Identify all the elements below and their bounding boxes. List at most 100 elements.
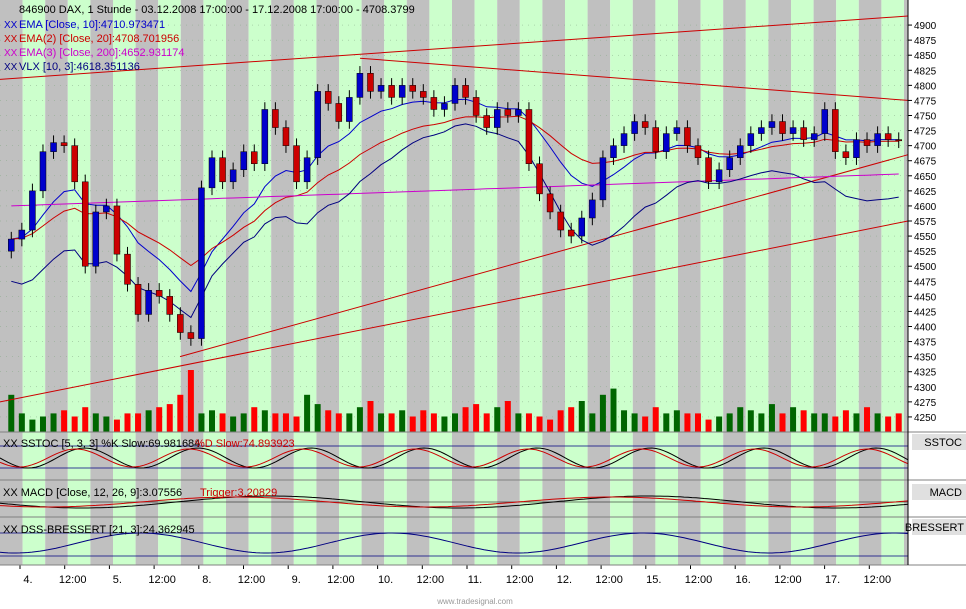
candle-body <box>240 151 247 171</box>
volume-bar <box>240 413 247 432</box>
price-tick-label: 4525 <box>914 247 937 258</box>
candle-body <box>261 109 269 164</box>
legend-ema200: EMA(3) [Close, 200]:4652.931174 <box>19 47 185 59</box>
candle-body <box>92 211 100 267</box>
volume-bar <box>441 416 448 432</box>
volume-bars <box>8 370 902 432</box>
candle-body <box>377 85 385 92</box>
volume-bar <box>779 413 786 432</box>
volume-bar <box>293 416 300 432</box>
price-tick-label: 4550 <box>914 232 937 243</box>
time-tick-label: 12:00 <box>59 574 87 586</box>
candle-body <box>620 133 628 146</box>
dss-line <box>0 532 909 554</box>
volume-bar <box>473 404 480 432</box>
macd-line <box>0 495 909 509</box>
volume-bar <box>642 416 649 432</box>
volume-bar <box>536 416 543 432</box>
volume-bar <box>663 413 670 432</box>
candle-body <box>29 190 36 231</box>
volume-bar <box>547 419 554 432</box>
band <box>339 0 362 565</box>
candle-body <box>758 127 765 134</box>
volume-bar <box>39 416 46 432</box>
time-tick-label: 12:00 <box>864 574 892 586</box>
volume-bar <box>652 407 659 432</box>
candlesticks <box>8 66 902 346</box>
candle-body <box>810 133 818 140</box>
band <box>180 0 204 565</box>
legend-marker-1: XX <box>4 34 18 45</box>
volume-bar <box>452 413 458 432</box>
trend-line-upper <box>0 15 909 80</box>
candle-body <box>610 145 617 158</box>
candle-body <box>198 187 205 339</box>
candle-body <box>103 205 110 213</box>
price-tick-label: 4850 <box>914 51 937 62</box>
volume-bar <box>166 404 173 432</box>
macd-tag[interactable]: MACD <box>930 487 962 499</box>
volume-bar <box>145 410 152 432</box>
candle-body <box>441 103 448 110</box>
price-tick-label: 4575 <box>914 217 937 228</box>
price-tick-label: 4250 <box>914 413 937 424</box>
time-tick-label: 12:00 <box>148 574 176 586</box>
price-tick-label: 4675 <box>914 157 937 168</box>
time-tick-label: 15. <box>646 574 661 586</box>
dss-legend: XX DSS-BRESSERT [21, 3]:24.362945 <box>3 524 195 536</box>
dss-tag[interactable]: BRESSERT <box>905 522 964 534</box>
volume-bar <box>874 413 881 432</box>
candle-body <box>821 109 829 134</box>
macd-legend: XX MACD [Close, 12, 26, 9]:3.07556 <box>3 487 182 499</box>
candle-body <box>557 211 564 231</box>
candle-body <box>177 314 184 333</box>
volume-bar <box>599 394 606 432</box>
volume-bar <box>716 416 723 432</box>
candle-body <box>652 127 659 152</box>
volume-bar <box>367 401 374 432</box>
volume-bar <box>61 410 68 432</box>
band <box>22 0 46 565</box>
watermark: www.tradesignal.com <box>436 597 513 606</box>
candle-body <box>673 127 681 134</box>
candle-body <box>578 217 586 237</box>
time-tick-label: 10. <box>378 574 393 586</box>
candle-body <box>409 85 416 92</box>
ema200-line <box>11 173 899 207</box>
candle-body <box>800 127 807 140</box>
candle-body <box>504 109 512 116</box>
sstoc-tag[interactable]: SSTOC <box>924 437 962 449</box>
candle-body <box>155 290 163 297</box>
volume-bar <box>673 410 680 432</box>
candle-body <box>388 85 395 98</box>
band <box>904 0 908 565</box>
candle-body <box>589 199 596 219</box>
sstoc-tag-bg <box>912 434 966 450</box>
trend-line-lower <box>0 220 909 403</box>
macd-legend-trigger: Trigger:3.20829 <box>200 487 277 499</box>
legend: EMA [Close, 10]:4710.973471 EMA(2) [Clos… <box>4 19 185 73</box>
candle-body <box>842 151 850 158</box>
volume-bar <box>356 407 363 432</box>
legend-vlx: VLX [10, 3]:4618.351136 <box>19 61 140 73</box>
price-tick-label: 4325 <box>914 368 937 379</box>
time-tick-label: 16. <box>736 574 751 586</box>
candle-body <box>884 133 892 140</box>
candle-body <box>515 109 522 116</box>
candle-body <box>536 163 543 195</box>
volume-bar <box>29 419 36 432</box>
band <box>497 0 520 565</box>
candle-body <box>494 109 501 128</box>
candle-body <box>229 169 237 183</box>
candle-body <box>832 109 839 152</box>
volume-bar <box>684 413 691 432</box>
candle-body <box>145 290 152 315</box>
volume-bar <box>8 394 15 432</box>
price-tick-label: 4875 <box>914 36 937 47</box>
time-tick-label: 12:00 <box>417 574 445 586</box>
volume-bar <box>282 413 289 432</box>
volume-bar <box>557 410 564 432</box>
time-tick-label: 12:00 <box>685 574 713 586</box>
volume-bar <box>378 413 385 432</box>
